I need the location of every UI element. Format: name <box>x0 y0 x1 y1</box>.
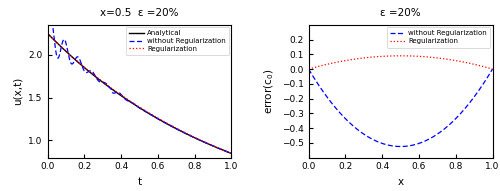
Analytical <box>228 152 234 155</box>
Y-axis label: error(c$_0$): error(c$_0$) <box>262 69 276 114</box>
without Regularization <box>168 125 173 127</box>
Y-axis label: u(x,t): u(x,t) <box>12 77 22 105</box>
Regularization <box>398 55 404 57</box>
without Regularization <box>490 68 496 70</box>
Analytical <box>168 125 173 127</box>
without Regularization <box>428 137 434 139</box>
Regularization <box>444 58 450 60</box>
Legend: without Regularization, Regularization: without Regularization, Regularization <box>386 27 490 48</box>
Regularization <box>77 62 83 65</box>
without Regularization <box>44 32 51 35</box>
Analytical <box>44 32 51 35</box>
Analytical <box>153 117 159 119</box>
X-axis label: t: t <box>138 177 141 187</box>
Title: x=0.5  ε =20%: x=0.5 ε =20% <box>100 8 178 19</box>
Regularization <box>153 116 159 118</box>
Regularization <box>92 74 98 77</box>
without Regularization <box>398 145 404 148</box>
Regularization <box>490 68 496 70</box>
Line: Regularization: Regularization <box>308 56 492 69</box>
without Regularization <box>389 145 395 147</box>
Analytical <box>128 101 134 103</box>
without Regularization <box>153 117 159 119</box>
without Regularization <box>414 143 420 145</box>
without Regularization <box>338 113 344 115</box>
without Regularization <box>184 133 190 135</box>
Regularization <box>353 58 359 60</box>
Line: without Regularization: without Regularization <box>48 16 232 153</box>
without Regularization <box>48 15 54 17</box>
Regularization <box>389 55 395 57</box>
without Regularization <box>128 101 134 103</box>
Line: Analytical: Analytical <box>48 33 232 153</box>
Regularization <box>168 124 173 126</box>
Regularization <box>128 100 134 103</box>
without Regularization <box>306 68 312 70</box>
Legend: Analytical, without Regularization, Regularization: Analytical, without Regularization, Regu… <box>126 27 230 55</box>
Regularization <box>44 32 51 35</box>
without Regularization <box>353 127 359 129</box>
Analytical <box>92 75 98 77</box>
Regularization <box>338 60 344 62</box>
Regularization <box>414 55 420 57</box>
X-axis label: x: x <box>398 177 404 187</box>
Line: Regularization: Regularization <box>48 33 232 153</box>
Regularization <box>306 68 312 70</box>
without Regularization <box>78 60 84 62</box>
Regularization <box>428 56 434 58</box>
Line: without Regularization: without Regularization <box>308 69 492 146</box>
without Regularization <box>92 74 98 77</box>
Regularization <box>183 132 189 134</box>
without Regularization <box>228 152 234 155</box>
Regularization <box>228 152 234 155</box>
without Regularization <box>444 125 450 128</box>
Analytical <box>77 63 83 65</box>
Title: ε =20%: ε =20% <box>380 8 421 19</box>
Analytical <box>183 133 189 135</box>
